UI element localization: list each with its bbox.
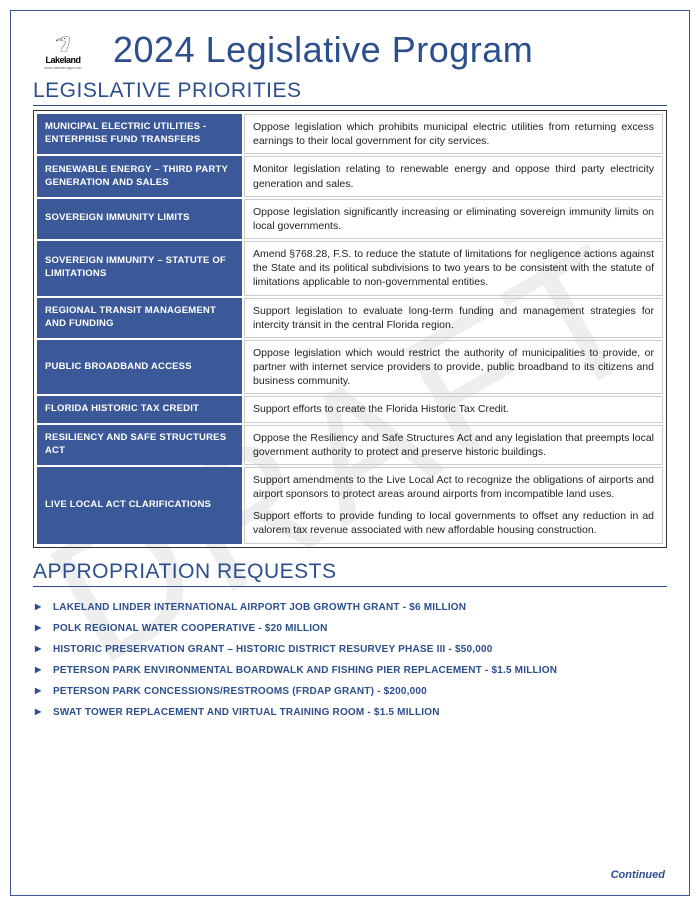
list-item: LAKELAND LINDER INTERNATIONAL AIRPORT JO… xyxy=(33,597,667,618)
table-row: LIVE LOCAL ACT CLARIFICATIONS Support ame… xyxy=(37,467,663,544)
priority-label: REGIONAL TRANSIT MANAGEMENT AND FUNDING xyxy=(37,298,242,338)
priority-label: LIVE LOCAL ACT CLARIFICATIONS xyxy=(37,467,242,544)
logo-brand: Lakeland xyxy=(45,55,80,65)
priority-desc-text: Support efforts to provide funding to lo… xyxy=(253,509,654,537)
list-item: POLK REGIONAL WATER COOPERATIVE - $20 MI… xyxy=(33,618,667,639)
list-item: HISTORIC PRESERVATION GRANT – HISTORIC D… xyxy=(33,639,667,660)
priority-desc-text: Oppose legislation which would restrict … xyxy=(253,346,654,389)
section-title-appropriations: APPROPRIATION REQUESTS xyxy=(33,560,667,587)
priority-desc: Support legislation to evaluate long-ter… xyxy=(244,298,663,338)
priority-desc-text: Support legislation to evaluate long-ter… xyxy=(253,304,654,332)
priority-label: RESILIENCY AND SAFE STRUCTURES ACT xyxy=(37,425,242,465)
list-item: PETERSON PARK ENVIRONMENTAL BOARDWALK AN… xyxy=(33,660,667,681)
appropriations-list: LAKELAND LINDER INTERNATIONAL AIRPORT JO… xyxy=(33,597,667,723)
table-row: SOVEREIGN IMMUNITY LIMITS Oppose legislat… xyxy=(37,199,663,239)
table-row: RESILIENCY AND SAFE STRUCTURES ACT Oppose… xyxy=(37,425,663,465)
priority-desc-text: Oppose legislation which prohibits munic… xyxy=(253,120,654,148)
priority-desc: Oppose legislation which prohibits munic… xyxy=(244,114,663,154)
priority-desc: Support efforts to create the Florida Hi… xyxy=(244,396,663,422)
swan-icon: 𓅿 xyxy=(55,37,71,55)
priority-label: FLORIDA HISTORIC TAX CREDIT xyxy=(37,396,242,422)
priority-desc-text: Monitor legislation relating to renewabl… xyxy=(253,162,654,190)
priority-label: SOVEREIGN IMMUNITY LIMITS xyxy=(37,199,242,239)
priority-label: SOVEREIGN IMMUNITY – STATUTE OF LIMITATI… xyxy=(37,241,242,296)
priority-label: PUBLIC BROADBAND ACCESS xyxy=(37,340,242,395)
page-frame: DRAFT 𓅿 Lakeland www.lakelandgov.net 202… xyxy=(10,10,690,896)
priority-desc: Oppose legislation significantly increas… xyxy=(244,199,663,239)
table-row: MUNICIPAL ELECTRIC UTILITIES - ENTERPRIS… xyxy=(37,114,663,154)
priority-label: MUNICIPAL ELECTRIC UTILITIES - ENTERPRIS… xyxy=(37,114,242,154)
priority-desc-text: Amend §768.28, F.S. to reduce the statut… xyxy=(253,247,654,290)
priority-desc-text: Support amendments to the Live Local Act… xyxy=(253,473,654,501)
table-row: REGIONAL TRANSIT MANAGEMENT AND FUNDING S… xyxy=(37,298,663,338)
page-header: 𓅿 Lakeland www.lakelandgov.net 2024 Legi… xyxy=(33,29,667,71)
section-title-priorities: LEGISLATIVE PRIORITIES xyxy=(33,79,667,106)
priority-desc: Support amendments to the Live Local Act… xyxy=(244,467,663,544)
logo-url: www.lakelandgov.net xyxy=(44,65,81,70)
page-title: 2024 Legislative Program xyxy=(113,29,533,71)
table-row: SOVEREIGN IMMUNITY – STATUTE OF LIMITATI… xyxy=(37,241,663,296)
list-item: PETERSON PARK CONCESSIONS/RESTROOMS (FRD… xyxy=(33,681,667,702)
priority-desc-text: Support efforts to create the Florida Hi… xyxy=(253,402,654,416)
priority-desc: Oppose the Resiliency and Safe Structure… xyxy=(244,425,663,465)
priority-desc: Oppose legislation which would restrict … xyxy=(244,340,663,395)
page-content: 𓅿 Lakeland www.lakelandgov.net 2024 Legi… xyxy=(33,29,667,723)
list-item: SWAT TOWER REPLACEMENT AND VIRTUAL TRAIN… xyxy=(33,702,667,723)
lakeland-logo: 𓅿 Lakeland www.lakelandgov.net xyxy=(33,30,93,70)
priority-label: RENEWABLE ENERGY – THIRD PARTY GENERATIO… xyxy=(37,156,242,196)
priority-desc-text: Oppose legislation significantly increas… xyxy=(253,205,654,233)
table-row: RENEWABLE ENERGY – THIRD PARTY GENERATIO… xyxy=(37,156,663,196)
priority-desc: Amend §768.28, F.S. to reduce the statut… xyxy=(244,241,663,296)
priorities-table: MUNICIPAL ELECTRIC UTILITIES - ENTERPRIS… xyxy=(33,110,667,548)
priority-desc-text: Oppose the Resiliency and Safe Structure… xyxy=(253,431,654,459)
priority-desc: Monitor legislation relating to renewabl… xyxy=(244,156,663,196)
table-row: FLORIDA HISTORIC TAX CREDIT Support effor… xyxy=(37,396,663,422)
continued-label: Continued xyxy=(611,869,665,881)
table-row: PUBLIC BROADBAND ACCESS Oppose legislatio… xyxy=(37,340,663,395)
